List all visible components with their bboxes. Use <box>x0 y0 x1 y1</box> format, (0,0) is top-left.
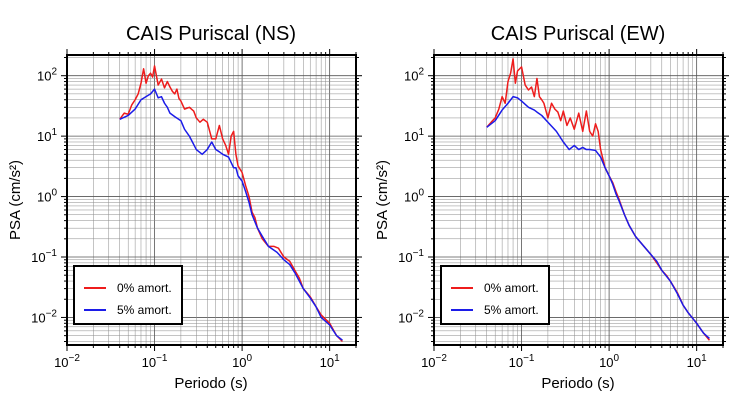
x-tick-label: 101 <box>687 353 707 370</box>
legend: 0% amort. 5% amort. <box>73 265 183 325</box>
series-group <box>119 65 343 343</box>
chart-panel-ns: CAIS Puriscal (NS) 10−2 10−1 100 10110−210−… <box>7 23 362 392</box>
chart-panel-ew: CAIS Puriscal (EW) 10−2 10−1 100 10110−210−… <box>374 23 729 392</box>
plot-frame <box>433 54 724 346</box>
legend-label-0pct: 0% amort. <box>484 281 539 295</box>
legend-box <box>440 265 550 325</box>
y-tick-label: 10−1 <box>398 248 424 265</box>
legend: 0% amort. 5% amort. <box>440 265 550 325</box>
y-tick-label: 100 <box>37 188 57 205</box>
x-tick-label: 10−2 <box>54 353 80 370</box>
y-tick-label: 101 <box>404 127 424 144</box>
series-line-5pct <box>119 88 343 341</box>
x-tick-label: 10−1 <box>142 353 168 370</box>
y-tick-label: 10−2 <box>398 308 424 325</box>
chart-title: CAIS Puriscal (EW) <box>491 23 665 45</box>
tick-marks <box>61 49 362 351</box>
series-line-5pct <box>486 95 710 339</box>
tick-marks <box>428 49 729 351</box>
y-axis-label: PSA (cm/s²) <box>374 160 391 240</box>
legend-label-5pct: 5% amort. <box>484 303 539 317</box>
chart-title: CAIS Puriscal (NS) <box>126 23 296 45</box>
x-tick-label: 101 <box>320 353 340 370</box>
x-tick-label: 10−2 <box>421 353 447 370</box>
legend-box <box>73 265 183 325</box>
series-group <box>486 58 711 341</box>
y-tick-label: 100 <box>404 188 424 205</box>
y-tick-label: 10−1 <box>31 248 57 265</box>
legend-label-5pct: 5% amort. <box>117 303 172 317</box>
x-tick-label: 10−1 <box>509 353 535 370</box>
y-tick-label: 101 <box>37 127 57 144</box>
series-line-0pct <box>119 65 343 343</box>
x-tick-label: 100 <box>599 353 619 370</box>
y-tick-label: 102 <box>37 67 57 84</box>
tick-labels: 10−2 10−1 100 101 10−2 10−1 100 101 102 <box>398 67 707 370</box>
legend-label-0pct: 0% amort. <box>117 281 172 295</box>
tick-labels: 10−2 10−1 100 101 10−2 10−1 100 101 102 <box>31 67 340 370</box>
y-tick-label: 10−2 <box>31 308 57 325</box>
plot-frame <box>66 54 357 346</box>
y-axis-label: PSA (cm/s²) <box>7 160 24 240</box>
x-axis-label: Periodo (s) <box>174 375 247 392</box>
x-axis-label: Periodo (s) <box>541 375 614 392</box>
x-tick-label: 100 <box>232 353 252 370</box>
y-tick-label: 102 <box>404 67 424 84</box>
